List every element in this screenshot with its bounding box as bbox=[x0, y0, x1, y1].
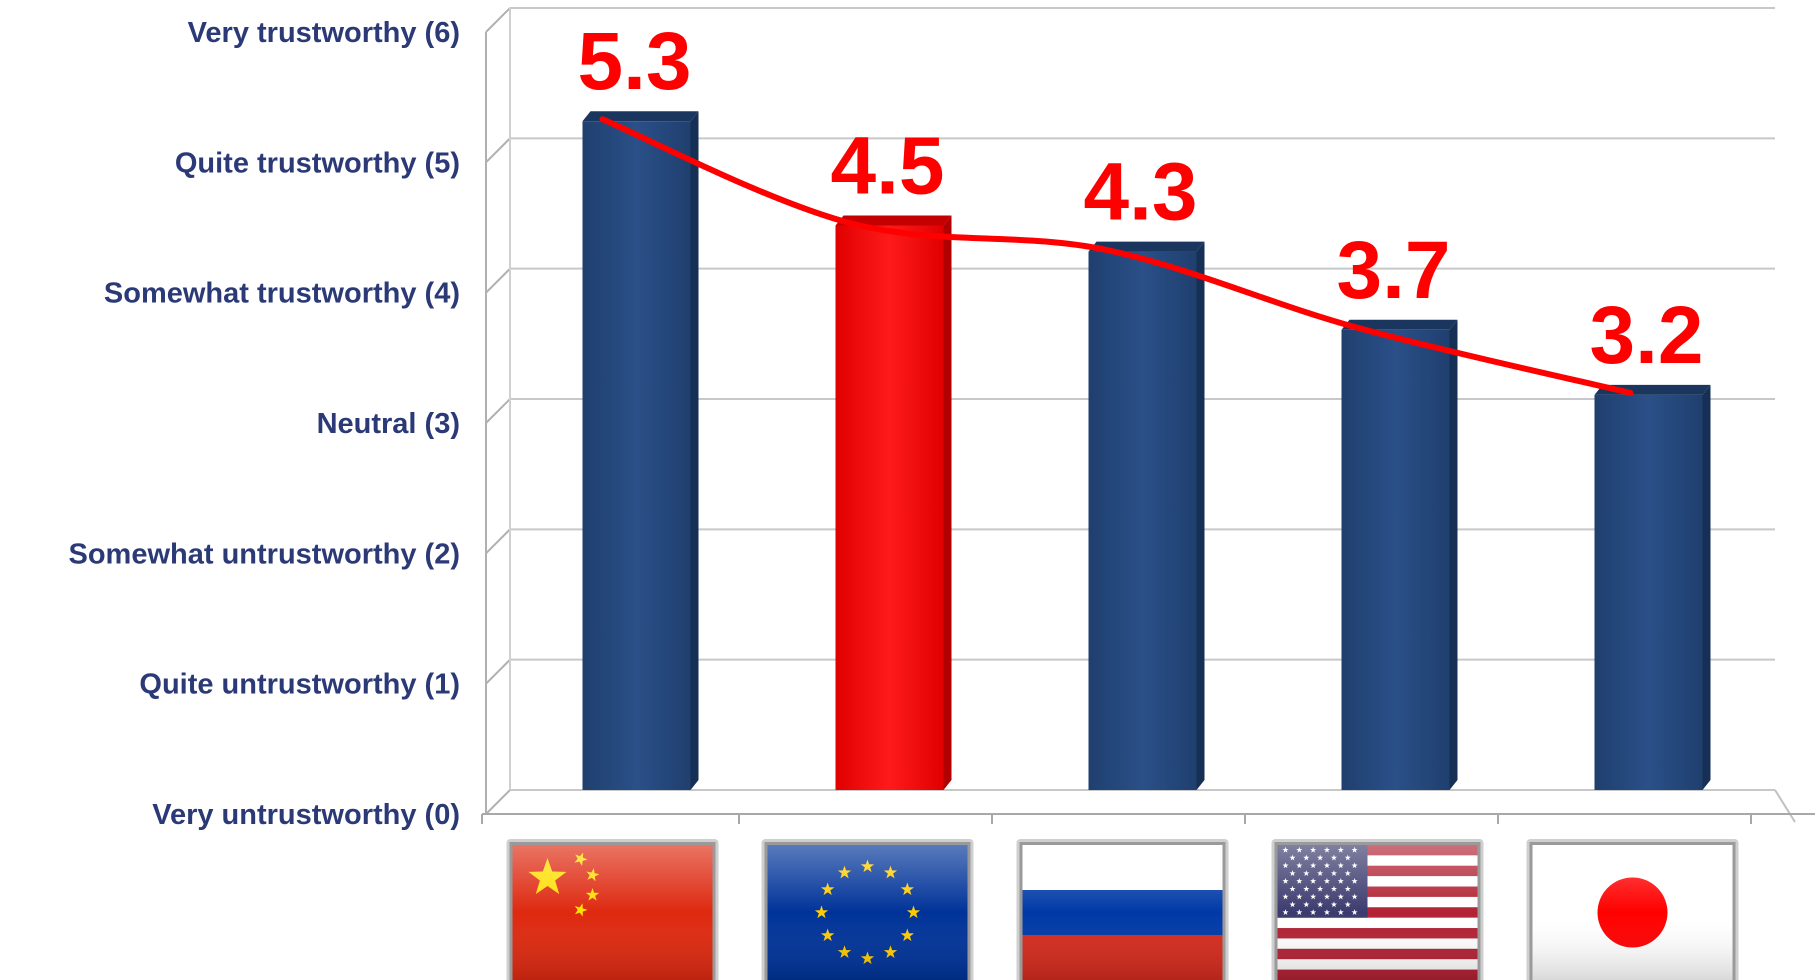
y-tick-label: Quite trustworthy (5) bbox=[175, 147, 460, 179]
bar-russia bbox=[1088, 241, 1205, 791]
x-axis bbox=[481, 813, 1815, 824]
data-label: 3.7 bbox=[1337, 225, 1451, 316]
bar-side bbox=[690, 111, 699, 790]
data-labels: 5.3 4.5 4.3 3.7 3.2 bbox=[578, 16, 1704, 381]
bar-front bbox=[1594, 394, 1703, 790]
data-label: 3.2 bbox=[1590, 290, 1704, 381]
gridline-depth bbox=[485, 528, 511, 555]
bar-side bbox=[1196, 241, 1205, 791]
gridline-depth bbox=[485, 398, 511, 424]
flag-gloss bbox=[1277, 845, 1478, 980]
flag-gloss bbox=[512, 845, 713, 980]
bar-china bbox=[582, 111, 699, 790]
data-label: 4.5 bbox=[831, 121, 945, 212]
floor-right-edge bbox=[1774, 789, 1796, 823]
gridline-depth bbox=[485, 267, 511, 294]
bar-side bbox=[1449, 319, 1458, 790]
bar-top bbox=[1341, 319, 1458, 330]
bar-front bbox=[1088, 251, 1197, 791]
y-axis-labels: Very untrustworthy (0) Quite untrustworth… bbox=[68, 17, 460, 831]
flag-gloss bbox=[1022, 845, 1223, 980]
bar-front bbox=[835, 225, 944, 790]
bar-side bbox=[1702, 384, 1711, 790]
gridline-depth bbox=[485, 7, 511, 33]
data-label: 4.3 bbox=[1084, 147, 1198, 238]
bar-series bbox=[582, 111, 1711, 791]
bar-top bbox=[1088, 241, 1205, 252]
flag-gloss bbox=[1532, 845, 1733, 980]
japan-flag-icon bbox=[1526, 839, 1739, 980]
bar-eu bbox=[835, 215, 952, 790]
category-flags bbox=[506, 839, 1739, 980]
data-label: 5.3 bbox=[578, 16, 692, 107]
bar-top bbox=[835, 215, 952, 226]
trend-line bbox=[599, 116, 1634, 396]
china-flag-icon bbox=[506, 839, 719, 980]
usa-flag-icon bbox=[1271, 839, 1484, 980]
russia-flag-icon bbox=[1016, 839, 1229, 980]
y-tick-label: Somewhat trustworthy (4) bbox=[104, 278, 460, 310]
flag-gloss bbox=[767, 845, 968, 980]
bar-usa bbox=[1341, 319, 1458, 790]
bar-top bbox=[582, 111, 699, 122]
y-tick-label: Very untrustworthy (0) bbox=[152, 799, 460, 831]
bar-japan bbox=[1594, 384, 1711, 790]
bar-side bbox=[943, 215, 952, 790]
eu-flag-icon bbox=[761, 839, 974, 980]
bar-front bbox=[582, 121, 691, 790]
y-tick-label: Neutral (3) bbox=[317, 408, 460, 440]
y-tick-label: Quite untrustworthy (1) bbox=[139, 669, 460, 701]
y-tick-label: Somewhat untrustworthy (2) bbox=[68, 538, 460, 570]
gridline-depth bbox=[485, 658, 511, 685]
gridline-depth bbox=[485, 137, 511, 164]
gridline-depth bbox=[485, 789, 511, 815]
bar-front bbox=[1341, 329, 1450, 790]
y-tick-label: Very trustworthy (6) bbox=[188, 17, 460, 49]
